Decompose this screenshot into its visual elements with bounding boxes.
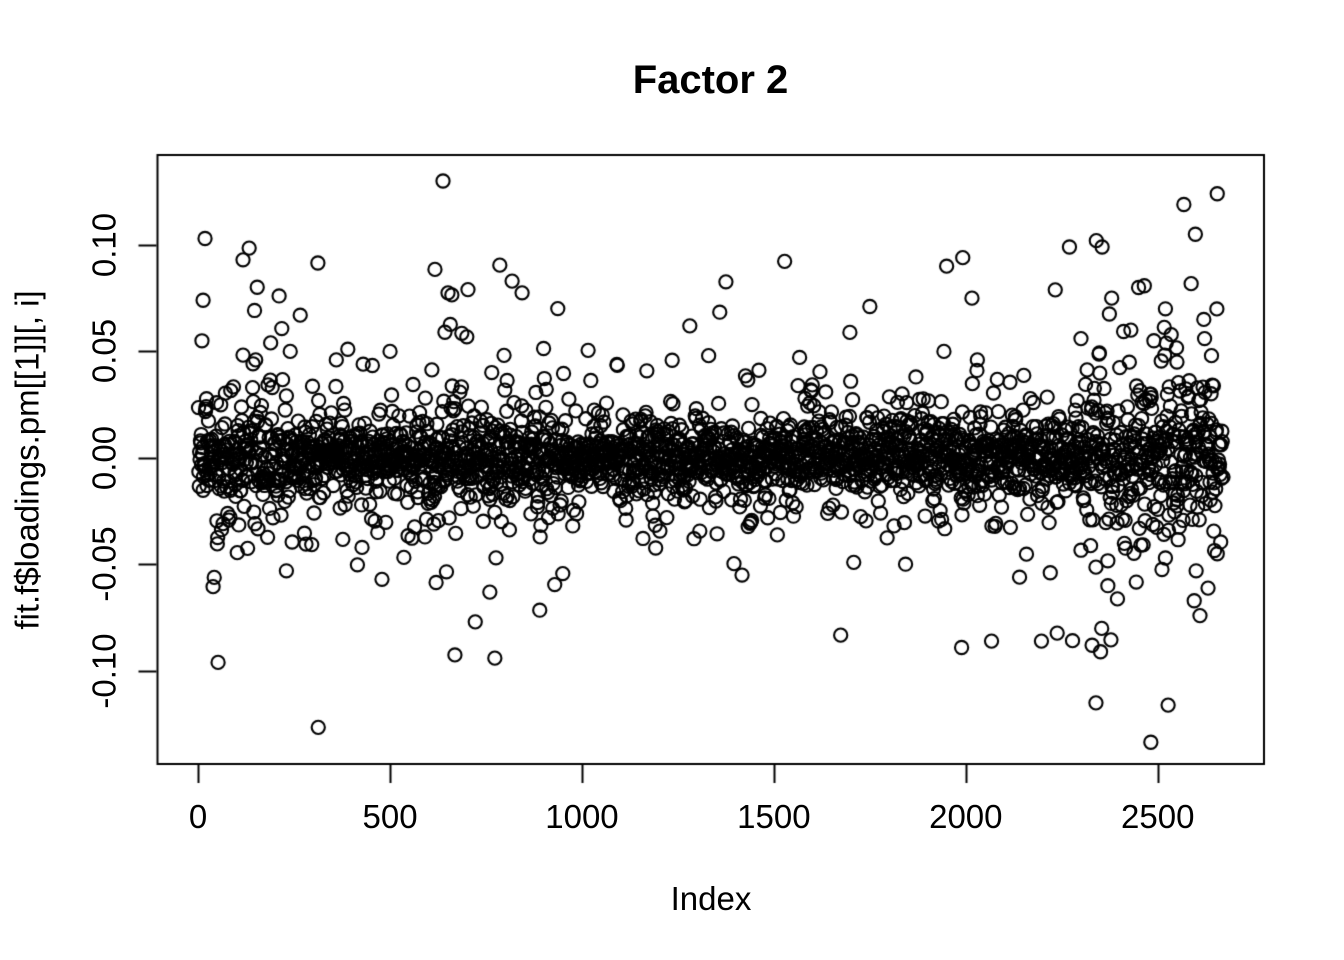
x-tick-label: 2000 — [929, 798, 1003, 835]
x-tick-label: 2500 — [1121, 798, 1195, 835]
chart-title: Factor 2 — [632, 58, 789, 102]
y-tick-label: -0.10 — [85, 633, 123, 709]
x-axis-label: Index — [670, 880, 752, 917]
x-tick-label: 1000 — [545, 798, 619, 835]
y-axis-label: fit.f$loadings.pm[[1]][, i] — [8, 290, 46, 630]
y-tick-label: 0.00 — [85, 425, 123, 491]
y-tick-label: 0.05 — [85, 319, 123, 384]
y-tick-label: -0.05 — [85, 526, 123, 603]
x-tick-label: 500 — [362, 798, 418, 835]
x-tick-label: 0 — [188, 798, 208, 835]
y-tick-label: 0.10 — [85, 212, 123, 278]
x-tick-label: 1500 — [737, 798, 811, 835]
